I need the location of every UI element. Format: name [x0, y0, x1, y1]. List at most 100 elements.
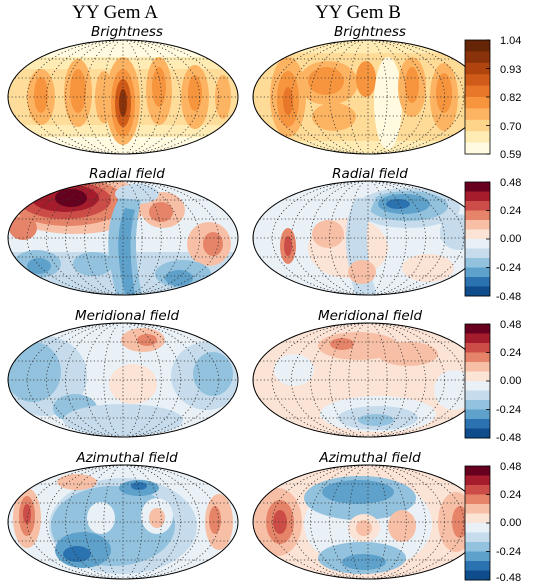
colorbar-swatch: [465, 419, 490, 429]
panel-title-azimuthal-b: Azimuthal field: [318, 450, 421, 466]
meridian-line: [65, 322, 181, 438]
panel-title-meridional-a: Meridional field: [75, 308, 179, 324]
colorbar-swatch: [465, 343, 490, 353]
meridian-line: [310, 464, 426, 580]
colorbar-radial-ticks: 0.48 0.24 0.00 -0.24 -0.48: [496, 177, 521, 303]
colorbar-radial: [464, 181, 491, 297]
colorbar-swatch: [465, 362, 490, 372]
meridian-line: [310, 39, 426, 155]
meridian-line: [84, 464, 162, 580]
colorbar-swatch: [465, 428, 490, 439]
tick-meridional-3: 0.00: [500, 375, 521, 387]
colorbar-swatch: [465, 258, 490, 268]
graticule-1: [252, 39, 484, 155]
colorbar-meridional-ticks: 0.48 0.24 0.00 -0.24 -0.48: [496, 319, 521, 444]
meridian-line: [84, 180, 162, 296]
colorbar-swatch: [465, 267, 490, 278]
colorbar-swatch: [465, 51, 490, 64]
tick-brightness-3: 0.82: [500, 92, 521, 104]
map-graticules: [7, 39, 484, 580]
meridian-line: [26, 322, 220, 438]
tick-azimuthal-4: -0.24: [496, 546, 521, 558]
panel-title-radial-a: Radial field: [89, 166, 165, 182]
colorbar-swatch: [465, 142, 490, 155]
colorbar-swatch: [465, 333, 490, 344]
colorbar-swatch: [465, 239, 490, 249]
graticule-5: [252, 322, 484, 438]
graticule-2: [7, 180, 239, 296]
map-outline: [7, 322, 239, 438]
panel-title-radial-b: Radial field: [332, 166, 408, 182]
tick-meridional-1: 0.48: [500, 319, 521, 331]
colorbar-swatch: [465, 182, 490, 192]
colorbar-swatch: [465, 97, 490, 109]
meridian-line: [271, 180, 465, 296]
colorbar-swatch: [465, 532, 490, 543]
colorbar-swatch: [465, 504, 490, 514]
colorbar-swatch: [465, 277, 490, 287]
tick-meridional-4: -0.24: [496, 404, 521, 416]
colorbar-azimuthal-ticks: 0.48 0.24 0.00 -0.24 -0.48: [496, 461, 521, 582]
column-title-yy-gem-a: YY Gem A: [72, 2, 158, 23]
tick-meridional-5: -0.48: [496, 432, 521, 444]
panel-title-brightness-b: Brightness: [334, 24, 406, 40]
colorbar-swatch: [465, 191, 490, 202]
colorbar-swatch: [465, 400, 490, 410]
meridian-line: [26, 464, 220, 580]
colorbar-swatch: [465, 220, 490, 230]
colorbar-azimuthal: [464, 465, 491, 581]
colorbar-swatch: [465, 542, 490, 552]
meridian-line: [65, 39, 181, 155]
meridian-line: [84, 322, 162, 438]
tick-radial-5: -0.48: [496, 291, 521, 303]
meridian-line: [65, 464, 181, 580]
graticule-7: [252, 464, 484, 580]
colorbar-meridional: [464, 323, 491, 439]
tick-brightness-1: 1.04: [500, 35, 521, 47]
colorbar-swatch: [465, 561, 490, 571]
tick-meridional-2: 0.24: [500, 347, 521, 359]
colorbar-swatch: [465, 108, 490, 121]
tick-brightness-5: 0.59: [500, 149, 521, 161]
colorbar-swatch: [465, 74, 490, 86]
colorbar-swatch: [465, 409, 490, 420]
colorbar-swatch: [465, 286, 490, 297]
panel-title-brightness-a: Brightness: [91, 24, 163, 40]
colorbar-swatch: [465, 381, 490, 391]
colorbar-swatch: [465, 119, 490, 132]
colorbar-swatch: [465, 62, 490, 75]
colorbar-swatch: [465, 324, 490, 334]
panel-title-azimuthal-a: Azimuthal field: [75, 450, 178, 466]
meridian-line: [271, 322, 465, 438]
tick-azimuthal-2: 0.24: [500, 489, 521, 501]
meridian-line: [65, 180, 181, 296]
graticule-3: [252, 180, 484, 296]
colorbar-brightness: [464, 39, 491, 155]
meridian-line: [329, 322, 407, 438]
map-outline: [7, 180, 239, 296]
colorbar-swatch: [465, 85, 490, 98]
column-title-yy-gem-b: YY Gem B: [315, 2, 401, 23]
tick-brightness-2: 0.93: [500, 64, 521, 76]
colorbar-swatch: [465, 131, 490, 143]
meridian-line: [329, 464, 407, 580]
colorbar-brightness-ticks: 1.04 0.93 0.82 0.70 0.59: [500, 35, 521, 161]
colorbar-swatch: [465, 371, 490, 382]
graticule-0: [7, 39, 239, 155]
graticule-4: [7, 322, 239, 438]
panel-title-meridional-b: Meridional field: [318, 308, 422, 324]
meridian-line: [26, 39, 220, 155]
colorbar-swatch: [465, 475, 490, 486]
tick-radial-1: 0.48: [500, 177, 521, 189]
meridian-line: [329, 39, 407, 155]
meridian-line: [310, 180, 426, 296]
tick-radial-2: 0.24: [500, 205, 521, 217]
colorbar-swatch: [465, 229, 490, 240]
meridian-line: [271, 464, 465, 580]
colorbar-swatch: [465, 494, 490, 505]
colorbar-swatch: [465, 352, 490, 363]
meridian-line: [329, 180, 407, 296]
map-outline: [7, 464, 239, 580]
colorbar-swatch: [465, 513, 490, 524]
